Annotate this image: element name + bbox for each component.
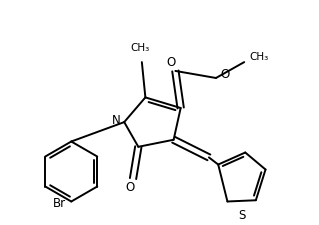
Text: S: S xyxy=(238,209,245,222)
Text: O: O xyxy=(166,56,175,69)
Text: CH₃: CH₃ xyxy=(249,52,269,62)
Text: Br: Br xyxy=(53,197,66,210)
Text: O: O xyxy=(220,68,229,81)
Text: O: O xyxy=(125,181,134,194)
Text: N: N xyxy=(112,114,121,127)
Text: CH₃: CH₃ xyxy=(130,43,150,53)
